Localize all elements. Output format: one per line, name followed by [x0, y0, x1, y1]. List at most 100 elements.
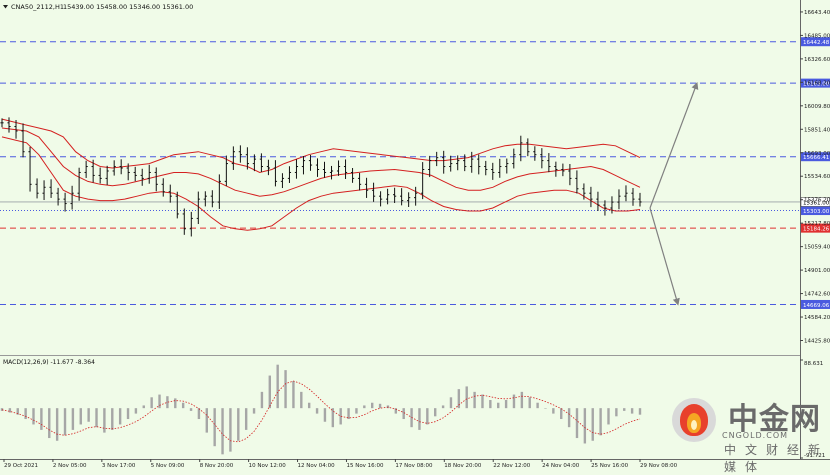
- macd-histogram-bar: [284, 370, 287, 409]
- macd-histogram-bar: [623, 408, 626, 411]
- macd-histogram-bar: [111, 408, 114, 430]
- time-tick-label: 15 Nov 16:00: [346, 463, 384, 469]
- macd-histogram-bar: [489, 400, 492, 409]
- symbol-label: CNA50_2112,H1: [11, 3, 64, 11]
- time-tick-label: 18 Nov 20:00: [444, 463, 482, 469]
- forecast-down-arrow: [649, 207, 680, 306]
- macd-histogram-bar: [150, 397, 153, 409]
- macd-histogram-bar: [457, 389, 461, 409]
- macd-histogram-bar: [497, 402, 500, 409]
- time-tick-label: 25 Nov 16:00: [591, 463, 629, 469]
- macd-histogram-bar: [504, 400, 508, 409]
- time-tick-label: 8 Nov 20:00: [200, 463, 234, 469]
- macd-label: MACD(12,26,9) -11.677 -8.364: [3, 359, 95, 366]
- time-tick-label: 29 Oct 2021: [4, 463, 38, 469]
- macd-histogram-bar: [32, 408, 35, 425]
- price-tick-label: 15693.00: [804, 151, 830, 157]
- watermark-subtitle: 中文财经新媒体: [724, 443, 830, 474]
- macd-histogram-bar: [607, 408, 610, 425]
- macd-tick-label: -91.721: [804, 453, 825, 459]
- macd-histogram-bar: [276, 364, 279, 409]
- macd-histogram-bar: [87, 408, 90, 422]
- time-tick-label: 2 Nov 05:00: [53, 463, 87, 469]
- bollinger-lower-band: [1, 136, 641, 231]
- price-tick-label: 16326.60: [804, 57, 830, 63]
- level-price-label: 15303.00: [803, 209, 830, 215]
- macd-histogram-bar: [323, 408, 327, 422]
- macd-histogram-bar: [48, 408, 51, 439]
- macd-histogram-bar: [441, 405, 445, 409]
- macd-histogram-bar: [142, 405, 145, 409]
- macd-histogram-bar: [126, 408, 130, 420]
- forecast-up-arrow: [649, 81, 699, 209]
- macd-histogram-bar: [16, 408, 19, 415]
- macd-histogram-bar: [307, 402, 311, 409]
- macd-histogram-bar: [544, 408, 547, 409]
- macd-tick-label: 88.631: [804, 361, 823, 367]
- macd-histogram-bar: [363, 405, 366, 409]
- macd-histogram-bar: [315, 408, 319, 414]
- macd-histogram-bar: [583, 408, 587, 444]
- macd-indicator: 88.631 -91.721: [0, 359, 825, 459]
- level-price-label: 15666.41: [803, 155, 829, 161]
- macd-histogram-bar: [449, 397, 453, 409]
- macd-signal-line: [1, 380, 641, 443]
- macd-histogram-bar: [370, 402, 374, 409]
- macd-histogram-bar: [394, 408, 398, 414]
- macd-histogram-bar: [591, 408, 594, 441]
- level-price-label: 16163.00: [803, 82, 830, 88]
- macd-histogram-bar: [197, 408, 201, 420]
- macd-histogram-bar: [63, 408, 67, 436]
- price-tick-label: 16168.20: [804, 80, 830, 86]
- time-tick-label: 12 Nov 04:00: [298, 463, 336, 469]
- macd-histogram-bar: [552, 408, 555, 414]
- macd-histogram-bar: [378, 403, 382, 409]
- macd-histogram-bar: [213, 408, 216, 447]
- macd-histogram-bar: [630, 408, 634, 414]
- macd-histogram-bar: [260, 391, 264, 409]
- level-price-box: [801, 37, 830, 47]
- time-axis-ticks: 29 Oct 2021 2 Nov 05:00 3 Nov 17:00 5 Nov 0…: [3, 459, 678, 469]
- level-price-label: 14669.06: [803, 303, 830, 309]
- macd-histogram-bar: [244, 408, 248, 430]
- watermark-url: CNGOLD.COM: [722, 431, 789, 440]
- macd-histogram-bar: [331, 408, 335, 428]
- macd-histogram-bar: [528, 397, 531, 409]
- macd-histogram-bar: [347, 408, 350, 420]
- macd-plot-area: [0, 355, 800, 459]
- time-tick-label: 3 Nov 17:00: [102, 463, 136, 469]
- macd-histogram-bar: [8, 408, 12, 413]
- bollinger-upper-band: [1, 118, 641, 174]
- macd-histogram-bar: [418, 408, 421, 430]
- macd-histogram-bar: [638, 408, 642, 415]
- current-price-box: [800, 197, 830, 207]
- price-tick-label: 15376.20: [804, 198, 830, 204]
- watermark-brand: 中金网: [728, 402, 821, 437]
- time-tick-label: 17 Nov 08:00: [395, 463, 433, 469]
- price-tick-label: 16485.00: [804, 33, 830, 39]
- main-plot-area: [0, 0, 800, 355]
- macd-histogram-bar: [292, 380, 295, 409]
- forecast-arrows: [649, 81, 699, 306]
- macd-histogram-bar: [481, 394, 484, 409]
- dropdown-triangle-icon[interactable]: [3, 5, 8, 9]
- macd-histogram-bar: [174, 398, 177, 409]
- price-tick-label: 14584.20: [804, 315, 830, 321]
- macd-histogram-bar: [181, 402, 185, 409]
- current-price-label: 15361.00: [803, 200, 830, 206]
- chart-header: CNA50_2112,H1 15439.00 15458.00 15346.00…: [3, 3, 193, 11]
- time-tick-label: 5 Nov 09:00: [151, 463, 185, 469]
- macd-histogram-bar: [339, 408, 342, 425]
- cngold-logo-icon: [672, 398, 716, 442]
- level-price-box: [801, 299, 830, 309]
- level-price-label: 15184.26: [803, 227, 830, 233]
- macd-histogram-bar: [520, 391, 524, 409]
- price-axis-ticks: 16643.40 16485.00 16326.60 16168.20 16009.80…: [800, 10, 830, 345]
- macd-histogram-bar: [221, 408, 224, 455]
- macd-histogram-bar: [575, 408, 579, 439]
- time-tick-label: 22 Nov 12:00: [493, 463, 531, 469]
- level-price-box: [801, 206, 830, 216]
- macd-histogram-bar: [55, 408, 59, 441]
- level-price-label: 16442.48: [803, 40, 830, 46]
